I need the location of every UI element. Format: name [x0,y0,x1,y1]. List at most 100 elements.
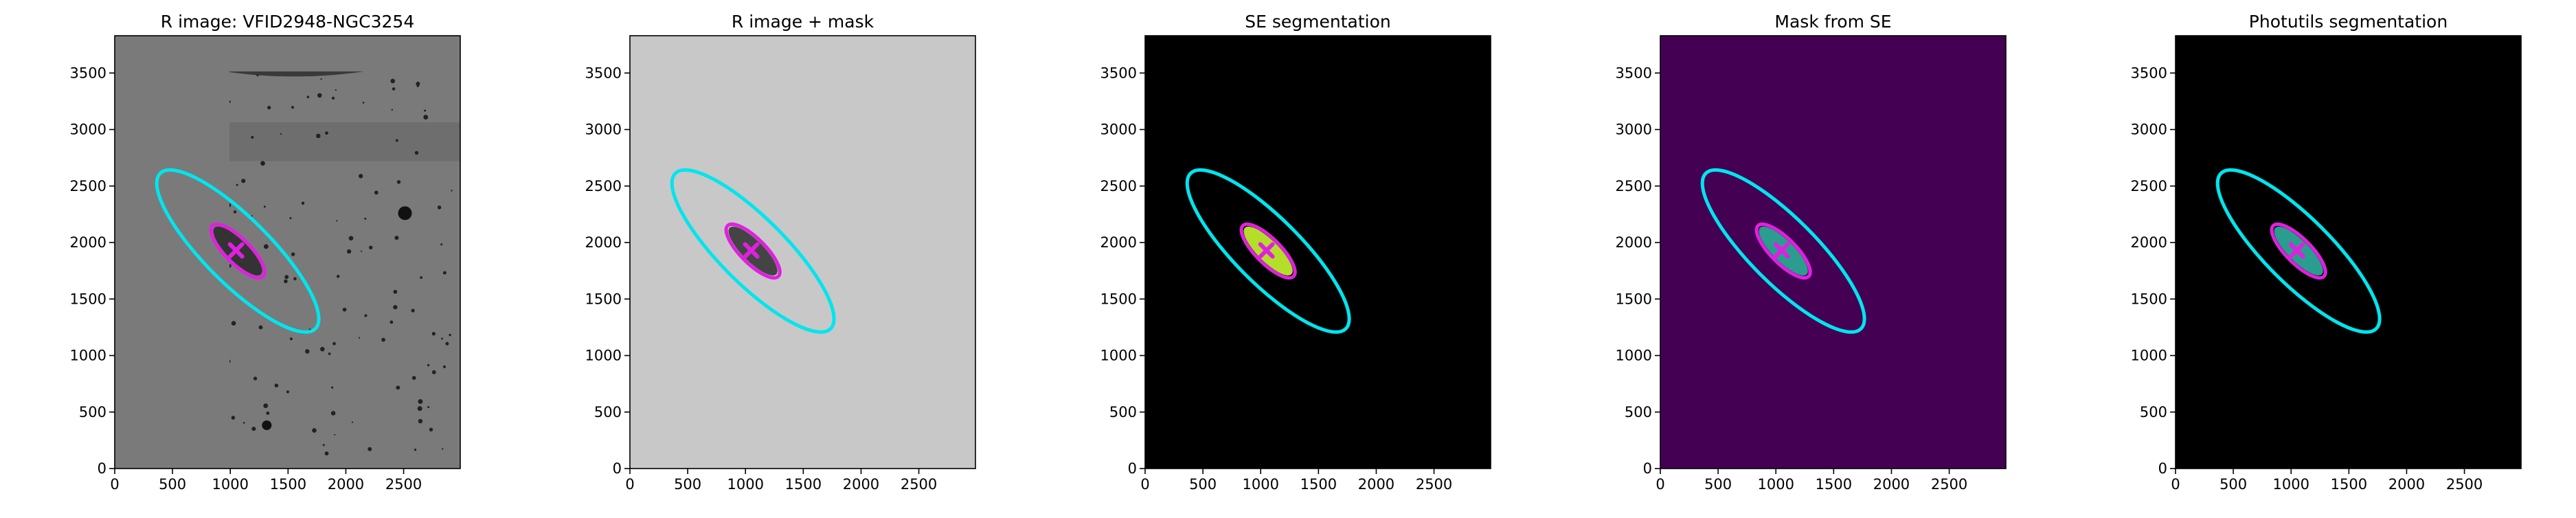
image-star [392,87,396,91]
y-tick-label: 1500 [1616,291,1652,307]
x-tick-label: 1000 [1758,476,1794,493]
image-star [369,245,373,250]
image-star [374,190,379,195]
image-star [364,314,368,317]
x-tick-label: 0 [625,476,634,493]
y-tick-label: 1500 [70,291,106,307]
x-tick-label: 1000 [727,476,764,493]
x-tick-label: 2000 [843,476,879,493]
image-star [394,236,399,240]
image-star [416,81,420,87]
image-star [256,74,259,77]
x-tick-label: 500 [1704,476,1732,493]
image-background [1145,36,1491,469]
axes-frame [629,35,976,469]
image-content [229,71,460,456]
image-star [286,390,289,394]
x-tick-label: 0 [2171,476,2180,493]
panel: 0 500 1000 1500 2000 2500 0 500 1000 1500 2000 2500… [70,12,461,493]
image-star [231,321,236,326]
image-star [396,180,401,184]
image-star [267,105,271,110]
y-tick-label: 2000 [2131,234,2167,251]
image-star [418,398,423,404]
x-tick-label: 1500 [1816,476,1852,493]
image-star [332,341,336,346]
y-tick-label: 500 [2140,404,2167,420]
axes-frame [2175,35,2522,469]
image-star [320,78,322,80]
image-star [291,252,295,256]
image-star [390,78,396,84]
x-tick-label: 2500 [1931,476,1967,493]
image-star [427,363,430,367]
y-tick-label: 1000 [585,348,622,364]
y-tick-label: 2000 [1100,234,1137,251]
image-star [231,416,236,420]
image-star [361,250,363,252]
y-tick-label: 1500 [1100,291,1137,307]
panel-title: Mask from SE [1774,12,1891,32]
image-star [337,275,340,278]
image-star [336,220,338,222]
image-star [411,376,416,380]
image-star [442,365,447,368]
y-tick-label: 1500 [585,291,622,307]
ellipse-aperture [209,222,267,280]
center-marker [1258,242,1275,259]
image-star [322,444,325,447]
x-tick-label: 1000 [212,476,249,493]
x-tick-label: 0 [110,476,119,493]
image-star [284,275,289,280]
image-star [293,277,297,281]
y-tick-label: 1000 [2131,348,2167,364]
image-background [630,36,975,469]
panel-title: Photutils segmentation [2249,12,2448,32]
image-star [411,308,415,313]
image-star [342,307,347,312]
ellipse-aperture [2215,168,2382,334]
image-star [266,411,270,415]
image-star [289,217,292,219]
x-tick-label: 0 [1656,476,1664,493]
y-tick-label: 2000 [70,234,106,251]
image-star [424,109,427,112]
image-star [305,349,310,354]
image-star [427,406,430,409]
x-tick-label: 500 [159,476,186,493]
image-star [262,420,272,430]
image-star [301,201,305,205]
y-tick-label: 2500 [1616,178,1652,194]
x-tick-label: 2000 [1873,476,1910,493]
y-tick-label: 0 [1643,460,1652,477]
y-tick-label: 3500 [70,65,106,81]
y-tick-label: 1000 [1100,348,1137,364]
image-star [346,249,352,254]
image-star [414,448,417,451]
image-star [334,433,336,436]
y-tick-label: 500 [79,404,106,420]
image-background [2176,36,2521,469]
image-star [312,428,317,433]
image-star [289,337,293,341]
image-star [263,205,266,208]
panel-title: SE segmentation [1245,12,1390,32]
image-star [442,448,444,450]
image-star [393,289,398,294]
ellipse-aperture [1185,168,1351,334]
image-star [431,332,436,336]
image-star [414,150,419,155]
image-star [417,406,422,412]
y-tick-label: 1000 [70,348,106,364]
x-tick-label: 1500 [2331,476,2367,493]
y-tick-label: 3500 [1100,65,1137,81]
panel: 0 500 1000 1500 2000 2500 0 500 1000 1500 2000 2500… [1100,12,1491,493]
panel-title: R image + mask [732,12,874,32]
image-star [330,411,336,416]
y-tick-label: 0 [613,460,622,477]
image-star [445,341,449,346]
x-tick-label: 1500 [785,476,822,493]
y-tick-label: 3000 [585,122,622,138]
axes-frame [114,35,461,469]
image-star [442,271,447,275]
